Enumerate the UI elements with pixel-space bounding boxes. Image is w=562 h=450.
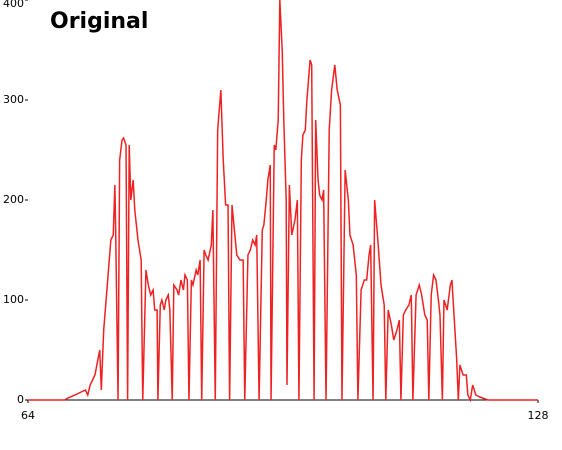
y-tick-label: 100 bbox=[3, 293, 24, 306]
histogram-line bbox=[28, 0, 538, 403]
x-tick-label: 64 bbox=[21, 409, 35, 422]
y-tick-label: 400 bbox=[3, 0, 24, 10]
x-tick-label: 128 bbox=[528, 409, 549, 422]
y-tick-label: 0 bbox=[17, 393, 24, 406]
y-tick-label: 200 bbox=[3, 193, 24, 206]
chart-title: Original bbox=[50, 9, 148, 34]
y-tick-label: 300 bbox=[3, 93, 24, 106]
